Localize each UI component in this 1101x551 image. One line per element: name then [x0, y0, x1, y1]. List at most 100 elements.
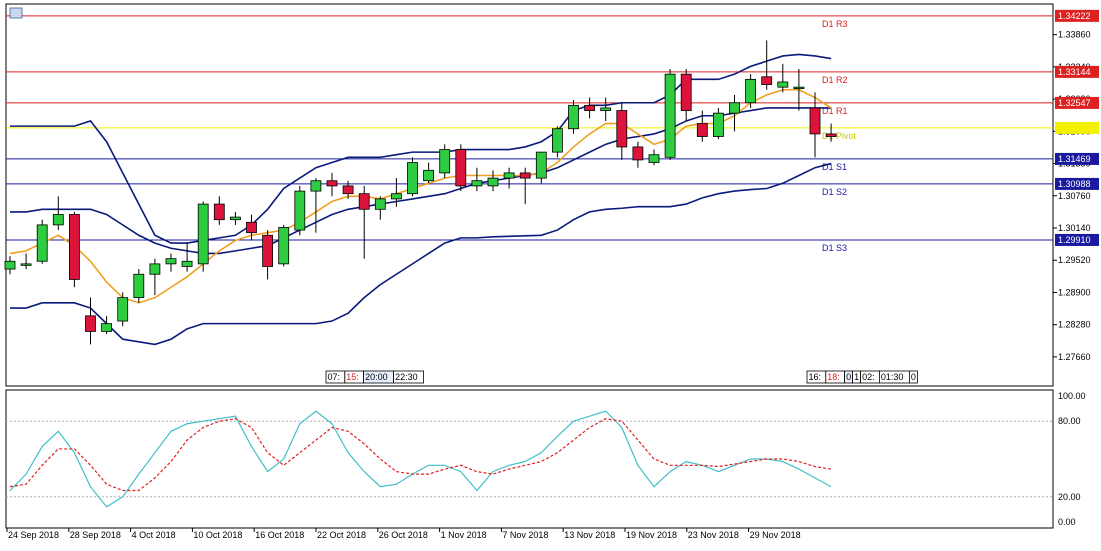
pivot-name-label: D1 R2: [822, 75, 848, 85]
candle-body-bullish: [181, 260, 193, 267]
pivot-price-tag: [1055, 233, 1099, 246]
candle: [439, 144, 451, 179]
candle: [825, 123, 837, 142]
pivot-price-tag-label: 1.30988: [1058, 179, 1091, 189]
candle: [471, 167, 483, 192]
time-axis-label: 23 Nov 2018: [688, 530, 739, 540]
candle: [503, 167, 515, 189]
time-axis-label: 10 Oct 2018: [193, 530, 242, 540]
candle: [761, 40, 773, 90]
candle: [713, 107, 724, 140]
pivot-name-label: D1 S3: [822, 243, 847, 253]
candle-body-bullish: [52, 214, 64, 226]
countdown-time-box-label: 0: [846, 372, 851, 382]
pivot-price-tag-label: 1.32547: [1058, 98, 1091, 108]
candle-body-bullish: [713, 112, 724, 137]
countdown-time-box-label: 0: [911, 372, 916, 382]
candle-body-bullish: [535, 151, 547, 179]
candle: [535, 151, 547, 184]
candle: [117, 292, 129, 327]
main-chart-frame: [5, 3, 1054, 387]
pivot-name-label: D1 S1: [822, 162, 847, 172]
pivot-price-tag: [1055, 177, 1099, 190]
candle-body-bullish: [20, 263, 32, 266]
candle-body-bullish: [165, 258, 177, 265]
countdown-time-box: [909, 370, 918, 384]
candle: [69, 211, 80, 288]
pivot-name-label: D1 R1: [822, 106, 848, 116]
candle: [294, 185, 306, 236]
candle: [632, 141, 644, 168]
candle-body-bearish: [632, 146, 644, 161]
candle: [407, 157, 418, 197]
candle: [262, 230, 274, 280]
pivot-price-tag: [1055, 96, 1099, 109]
candle-body-bearish: [519, 172, 531, 179]
pivot-name-label: D1 Pivot: [822, 131, 857, 141]
candle: [52, 196, 64, 231]
pivot-price-tag: [1055, 152, 1099, 165]
time-axis-label: 24 Sep 2018: [8, 530, 59, 540]
candle: [36, 219, 48, 264]
candle-body-bullish: [229, 216, 241, 221]
candle-body-bearish: [809, 107, 821, 135]
price-tick-label: 1.30760: [1058, 191, 1091, 201]
candle-body-bullish: [503, 172, 515, 179]
candle: [213, 196, 225, 225]
candle-body-bearish: [342, 185, 354, 195]
chart-window-icon: [9, 7, 23, 19]
stochastic-tick-label: 0.00: [1058, 517, 1076, 527]
bollinger-lower-band: [10, 162, 832, 346]
candle: [680, 68, 692, 121]
candle-body-bullish: [648, 154, 660, 163]
candle: [745, 74, 756, 108]
candle: [809, 92, 821, 158]
time-axis-label: 1 Nov 2018: [441, 530, 487, 540]
pivot-price-tag-label: 1.31469: [1058, 154, 1091, 164]
time-axis-label: 16 Oct 2018: [255, 530, 304, 540]
pivot-name-label: D1 R3: [822, 19, 848, 29]
candle: [584, 97, 595, 119]
candle: [664, 68, 676, 160]
time-axis-label: 29 Nov 2018: [750, 530, 801, 540]
candle-body-bullish: [407, 162, 418, 195]
candle-body-bullish: [777, 81, 789, 88]
candle-body-bearish: [69, 214, 80, 280]
candle-body-bullish: [793, 86, 805, 90]
candle: [246, 214, 257, 241]
time-axis-label: 28 Sep 2018: [70, 530, 121, 540]
price-tick-label: 1.29520: [1058, 255, 1091, 265]
pivot-name-label: D1 S2: [822, 187, 847, 197]
candle: [133, 269, 145, 303]
candle: [4, 256, 16, 275]
candle: [165, 253, 177, 272]
pivot-price-tag: [1055, 65, 1099, 78]
stochastic-signal-line: [9, 418, 832, 492]
candle: [85, 297, 96, 345]
session-time-box: [393, 370, 425, 384]
bollinger-middle-band: [10, 107, 832, 255]
candle: [390, 178, 402, 207]
stochastic-tick-label: 20.00: [1058, 492, 1081, 502]
candle-body-bearish: [696, 123, 708, 137]
candle-body-bearish: [680, 73, 692, 111]
session-time-box-label: 22:30: [395, 372, 418, 382]
candle-body-bullish: [423, 169, 435, 182]
candle: [648, 149, 660, 166]
candle: [374, 196, 386, 220]
candle-body-bullish: [294, 190, 306, 231]
candle: [149, 258, 161, 296]
candle-body-bearish: [761, 76, 773, 85]
price-tick-label: 1.28900: [1058, 287, 1091, 297]
countdown-time-box-label: 01:30: [881, 372, 904, 382]
candle: [616, 102, 628, 160]
countdown-time-box-label: 16:: [809, 372, 822, 382]
pivot-price-tag-label: 1.34222: [1058, 11, 1091, 21]
time-axis-label: 26 Oct 2018: [379, 530, 428, 540]
candle: [696, 110, 708, 142]
candle-body-bearish: [825, 133, 837, 137]
candle-body-bullish: [390, 193, 402, 200]
candle-body-bullish: [471, 180, 483, 187]
price-tick-label: 1.27660: [1058, 352, 1091, 362]
